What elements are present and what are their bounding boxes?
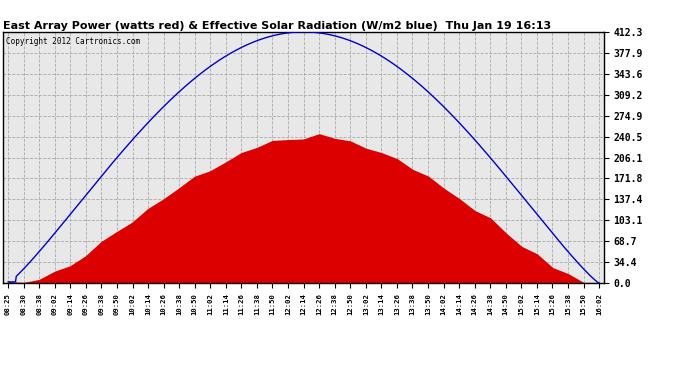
Text: East Array Power (watts red) & Effective Solar Radiation (W/m2 blue)  Thu Jan 19: East Array Power (watts red) & Effective… <box>3 21 551 31</box>
Text: Copyright 2012 Cartronics.com: Copyright 2012 Cartronics.com <box>6 37 141 46</box>
